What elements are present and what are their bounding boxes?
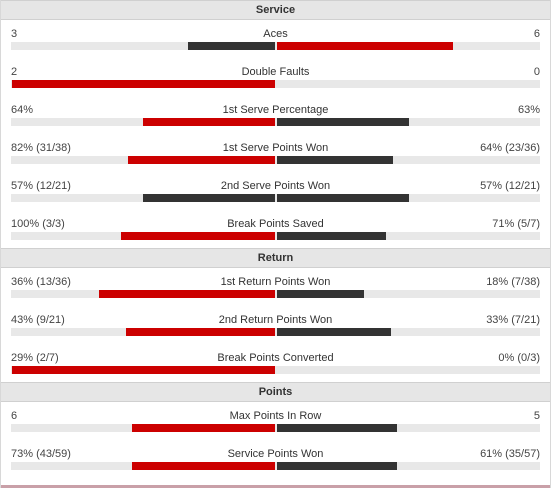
player1-value: 57% (12/21) [11, 180, 71, 192]
player1-value: 73% (43/59) [11, 448, 71, 460]
player2-value: 33% (7/21) [486, 314, 540, 326]
player2-bar [276, 328, 391, 336]
player1-bar [120, 232, 275, 240]
stat-labels: Aces 3 6 [11, 27, 540, 41]
player1-value: 2 [11, 66, 18, 78]
player2-bar [276, 290, 364, 298]
player1-bar [11, 80, 275, 88]
stat-labels: Max Points In Row 6 5 [11, 409, 540, 423]
comparison-bar-track [11, 290, 540, 298]
player2-value: 18% (7/38) [486, 276, 540, 288]
player1-bar [11, 366, 275, 374]
player2-bar [276, 42, 453, 50]
stat-row: 1st Serve Percentage 64% 63% [1, 96, 550, 134]
comparison-bar-track [11, 366, 540, 374]
comparison-bar-track [11, 462, 540, 470]
stat-name: Max Points In Row [229, 410, 322, 422]
section-header-return: Return [1, 248, 550, 268]
stat-name: Service Points Won [227, 448, 324, 460]
stat-labels: 2nd Serve Points Won 57% (12/21) 57% (12/2… [11, 179, 540, 193]
player1-bar [98, 290, 275, 298]
comparison-bar-track [11, 42, 540, 50]
bottom-border [1, 485, 550, 488]
stat-name: 1st Serve Points Won [222, 142, 329, 154]
stat-row: Max Points In Row 6 5 [1, 402, 550, 440]
stat-name: Aces [263, 28, 288, 40]
player1-bar [131, 424, 275, 432]
stat-labels: Break Points Converted 29% (2/7) 0% (0/3) [11, 351, 540, 365]
comparison-bar-track [11, 328, 540, 336]
stats-list: Service Aces 3 6 Double Faults 2 0 1st Serve Pe… [1, 0, 550, 478]
stat-name: Break Points Converted [217, 352, 334, 364]
player1-bar [187, 42, 275, 50]
player1-bar [127, 156, 275, 164]
player1-value: 29% (2/7) [11, 352, 59, 364]
player1-value: 64% [11, 104, 34, 116]
player2-value: 5 [533, 410, 540, 422]
comparison-bar-track [11, 80, 540, 88]
section-header-points: Points [1, 382, 550, 402]
stat-labels: Service Points Won 73% (43/59) 61% (35/57) [11, 447, 540, 461]
section-header-service: Service [1, 0, 550, 20]
comparison-bar-track [11, 118, 540, 126]
comparison-bar-track [11, 424, 540, 432]
player1-value: 82% (31/38) [11, 142, 71, 154]
player1-bar [125, 328, 275, 336]
player1-bar [131, 462, 275, 470]
player2-bar [276, 232, 386, 240]
stat-row: Service Points Won 73% (43/59) 61% (35/57) [1, 440, 550, 478]
stat-row: Double Faults 2 0 [1, 58, 550, 96]
stat-labels: 1st Serve Points Won 82% (31/38) 64% (23/3… [11, 141, 540, 155]
player2-value: 0% (0/3) [498, 352, 540, 364]
stat-name: 1st Serve Percentage [222, 104, 329, 116]
player2-value: 6 [533, 28, 540, 40]
player2-value: 0 [533, 66, 540, 78]
stat-name: 1st Return Points Won [220, 276, 331, 288]
player2-value: 71% (5/7) [492, 218, 540, 230]
player1-value: 100% (3/3) [11, 218, 65, 230]
player2-value: 63% [517, 104, 540, 116]
player2-bar [276, 194, 409, 202]
player2-value: 57% (12/21) [480, 180, 540, 192]
stat-name: 2nd Return Points Won [218, 314, 333, 326]
stat-row: 1st Serve Points Won 82% (31/38) 64% (23/3… [1, 134, 550, 172]
player1-bar [142, 194, 275, 202]
player1-value: 3 [11, 28, 18, 40]
player2-value: 64% (23/36) [480, 142, 540, 154]
comparison-bar-track [11, 232, 540, 240]
comparison-bar-track [11, 156, 540, 164]
player1-value: 6 [11, 410, 18, 422]
stat-row: Break Points Saved 100% (3/3) 71% (5/7) [1, 210, 550, 248]
player2-bar [276, 424, 397, 432]
stat-labels: 1st Return Points Won 36% (13/36) 18% (7/3… [11, 275, 540, 289]
stat-row: Aces 3 6 [1, 20, 550, 58]
stat-row: Break Points Converted 29% (2/7) 0% (0/3) [1, 344, 550, 382]
player2-value: 61% (35/57) [480, 448, 540, 460]
stat-name: Break Points Saved [227, 218, 324, 230]
stat-name: Double Faults [241, 66, 310, 78]
stat-name: 2nd Serve Points Won [220, 180, 331, 192]
stat-row: 2nd Return Points Won 43% (9/21) 33% (7/21… [1, 306, 550, 344]
stat-row: 1st Return Points Won 36% (13/36) 18% (7/3… [1, 268, 550, 306]
stat-labels: Double Faults 2 0 [11, 65, 540, 79]
player1-value: 43% (9/21) [11, 314, 65, 326]
stat-labels: 2nd Return Points Won 43% (9/21) 33% (7/21… [11, 313, 540, 327]
stat-labels: 1st Serve Percentage 64% 63% [11, 103, 540, 117]
player2-bar [276, 462, 397, 470]
player1-value: 36% (13/36) [11, 276, 71, 288]
stat-labels: Break Points Saved 100% (3/3) 71% (5/7) [11, 217, 540, 231]
comparison-bar-track [11, 194, 540, 202]
player2-bar [276, 156, 393, 164]
stat-row: 2nd Serve Points Won 57% (12/21) 57% (12/2… [1, 172, 550, 210]
player2-bar [276, 118, 409, 126]
player1-bar [142, 118, 275, 126]
